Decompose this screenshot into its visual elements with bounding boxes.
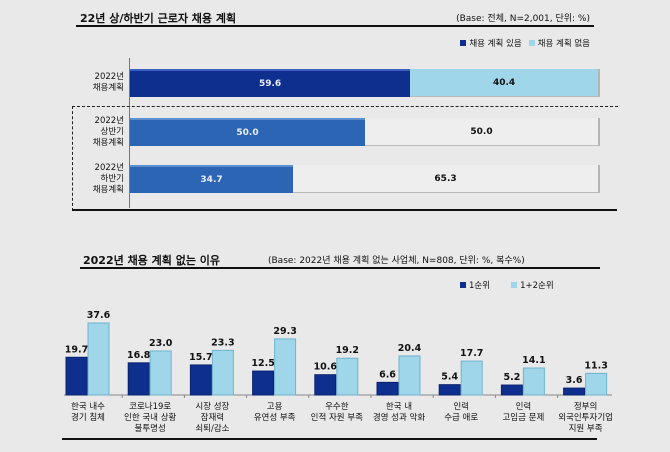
category-label: 고용 유연성 부족: [253, 402, 296, 423]
bar-value-label: 10.6: [314, 362, 338, 373]
top-chart-bottom-rule: [72, 209, 617, 211]
row-label: 2022년 채용계획: [92, 72, 124, 93]
bar-rank12: [522, 367, 545, 396]
bar-rank1: [500, 384, 523, 396]
bottom-chart-legend: 1순위 1+2순위: [460, 279, 554, 291]
bar-value-label: 17.7: [460, 348, 483, 359]
bar-rank1: [189, 364, 212, 396]
category-label: 인력 고임금 문제: [502, 402, 545, 423]
bar-value-label: 11.3: [584, 360, 607, 371]
category-label: 시장 성장 잠재력 쇠퇴/감소: [195, 402, 230, 434]
category-label: 인력 수급 애로: [444, 402, 479, 423]
bar-rank12: [398, 355, 421, 396]
row-label: 2022년 상반기 채용계획: [92, 115, 124, 148]
bar-rank1: [127, 362, 150, 396]
legend-label-plan-yes: 채용 계획 있음: [469, 39, 522, 49]
bar-value-label: 3.6: [566, 375, 583, 386]
legend-label-rank1: 1순위: [469, 281, 491, 291]
bar-value-label: 5.2: [503, 372, 520, 383]
bar-value-label: 20.4: [398, 343, 422, 354]
bar-rank12: [274, 338, 297, 396]
row-label: 2022년 하반기 채용계획: [92, 162, 124, 195]
bar-rank12: [336, 357, 359, 396]
bar-value-label: 29.3: [273, 326, 296, 337]
bar-rank1: [376, 381, 399, 396]
bar-plan-yes: 50.0: [130, 118, 365, 146]
bar-rank12: [149, 350, 172, 396]
category-label: 한국 내수 경기 침체: [71, 402, 105, 423]
bar-rank1: [65, 356, 88, 396]
bar-value-label: 19.7: [65, 344, 88, 355]
bar-value-label: 14.1: [522, 355, 545, 366]
bar-value-label: 16.8: [127, 350, 151, 361]
bottom-chart-title-rule: [80, 267, 600, 269]
bar-value-label: 6.6: [379, 369, 396, 380]
category-label: 우수한 인적 자원 부족: [310, 402, 363, 423]
bottom-chart-base-note: (Base: 2022년 채용 계획 없는 사업체, N=808, 단위: %,…: [268, 256, 525, 266]
legend-swatch-plan-no: [528, 40, 535, 46]
bar-rank12: [211, 349, 234, 396]
category-label: 정부의 외국인투자기업 지원 부족: [558, 402, 613, 434]
bar-value-label: 15.7: [189, 352, 212, 363]
bar-value-label: 23.0: [149, 338, 173, 349]
bar-rank1: [438, 384, 461, 396]
legend-swatch-plan-yes: [460, 40, 467, 46]
legend-label-rank12: 1+2순위: [520, 281, 554, 291]
bar-rank1: [314, 374, 337, 396]
half-year-dashed-box: [72, 106, 618, 211]
bar-rank1: [252, 370, 275, 396]
top-chart-legend: 채용 계획 있음 채용 계획 없음: [460, 37, 590, 49]
top-chart-base-note: (Base: 전체, N=2,001, 단위: %): [456, 14, 590, 24]
bar-value-label: 37.6: [87, 310, 111, 321]
bar-plan-no: 50.0: [365, 118, 600, 146]
bar-rank12: [460, 360, 483, 396]
top-chart-axis: [129, 58, 130, 208]
bar-plan-no: 65.3: [293, 165, 600, 193]
bar-plan-no: 40.4: [410, 69, 600, 97]
top-chart-title-rule: [76, 25, 594, 27]
bar-plan-yes: 34.7: [130, 165, 294, 193]
category-label: 코로나19로 인한 국내 상황 불투명성: [124, 402, 177, 434]
bar-rank12: [87, 322, 110, 396]
bar-value-label: 19.2: [336, 345, 359, 356]
bar-value-label: 23.3: [211, 337, 234, 348]
bottom-chart-bottom-rule: [62, 438, 597, 440]
bar-plan-yes: 59.6: [130, 69, 411, 97]
bar-rank12: [585, 372, 608, 396]
legend-label-plan-no: 채용 계획 없음: [537, 39, 590, 49]
bar-value-label: 5.4: [441, 372, 458, 383]
bar-rank1: [563, 387, 586, 396]
bar-value-label: 12.5: [251, 358, 274, 369]
legend-swatch-rank12: [511, 282, 518, 288]
legend-swatch-rank1: [460, 282, 466, 288]
bottom-chart-title: 2022년 채용 계획 없는 이유: [83, 254, 221, 267]
category-label: 한국 내 경영 성과 악화: [372, 402, 426, 423]
top-chart-title: 22년 상/하반기 근로자 채용 계획: [80, 12, 237, 25]
